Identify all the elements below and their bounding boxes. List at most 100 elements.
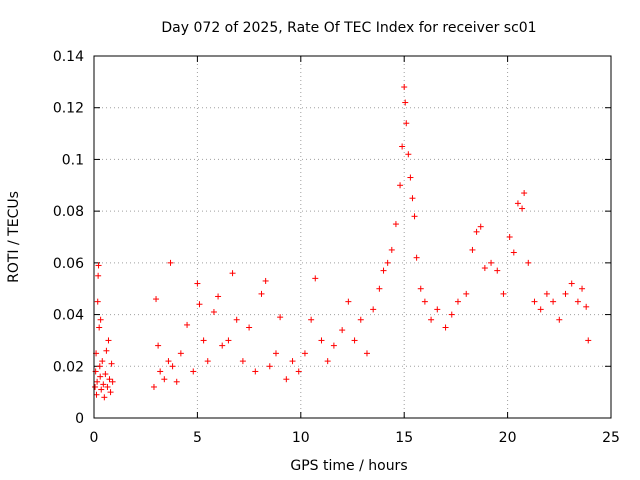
data-point xyxy=(200,337,207,344)
data-point xyxy=(421,298,428,305)
data-point xyxy=(477,223,484,230)
data-point xyxy=(330,342,337,349)
x-tick-label: 5 xyxy=(193,430,202,446)
data-point xyxy=(229,270,236,277)
data-point xyxy=(550,298,557,305)
x-tick-label: 10 xyxy=(292,430,310,446)
data-point xyxy=(184,321,191,328)
data-point xyxy=(97,316,104,323)
data-point xyxy=(167,259,174,266)
data-point xyxy=(94,298,101,305)
data-point xyxy=(519,205,526,212)
data-point xyxy=(463,290,470,297)
data-point xyxy=(376,285,383,292)
data-point xyxy=(204,358,211,365)
data-point xyxy=(402,99,409,106)
data-point xyxy=(258,290,265,297)
data-point xyxy=(537,306,544,313)
y-tick-label: 0.04 xyxy=(53,308,84,324)
data-point xyxy=(514,200,521,207)
data-point xyxy=(510,249,517,256)
data-point xyxy=(92,383,99,390)
data-point xyxy=(210,308,217,315)
data-point xyxy=(108,360,115,367)
data-point xyxy=(574,298,581,305)
data-point xyxy=(233,316,240,323)
data-point xyxy=(481,265,488,272)
data-point xyxy=(165,358,172,365)
tick-labels: 0 5 10 15 20 25 0 0.02 0.04 0.06 0.08 0.1 0.12 0.14 xyxy=(53,49,620,446)
data-point xyxy=(106,376,113,383)
data-point xyxy=(169,363,176,370)
data-point xyxy=(324,358,331,365)
data-point xyxy=(521,190,528,197)
data-point xyxy=(103,347,110,354)
data-point xyxy=(312,275,319,282)
chart-title: Day 072 of 2025, Rate Of TEC Index for r… xyxy=(161,20,536,36)
data-point xyxy=(225,337,232,344)
data-point xyxy=(266,363,273,370)
x-axis-label: GPS time / hours xyxy=(290,458,407,474)
data-point xyxy=(579,285,586,292)
data-point xyxy=(98,386,105,393)
data-point xyxy=(107,389,114,396)
data-point xyxy=(409,195,416,202)
data-point xyxy=(272,350,279,357)
data-point xyxy=(428,316,435,323)
data-point xyxy=(339,327,346,334)
data-point xyxy=(177,350,184,357)
data-point xyxy=(295,368,302,375)
data-point xyxy=(384,259,391,266)
data-point xyxy=(494,267,501,274)
data-point xyxy=(215,293,222,300)
x-tick-label: 0 xyxy=(90,430,99,446)
data-point xyxy=(525,259,532,266)
data-point xyxy=(100,381,107,388)
data-point xyxy=(239,358,246,365)
data-point xyxy=(583,303,590,310)
y-tick-label: 0.08 xyxy=(53,204,84,220)
data-point xyxy=(403,120,410,127)
data-point xyxy=(399,143,406,150)
data-point xyxy=(357,316,364,323)
data-point xyxy=(262,277,269,284)
data-point xyxy=(196,301,203,308)
grid-lines xyxy=(94,56,611,418)
y-tick-label: 0.1 xyxy=(62,152,84,168)
data-point xyxy=(488,259,495,266)
data-point xyxy=(543,290,550,297)
data-point xyxy=(473,228,480,235)
data-point xyxy=(105,337,112,344)
data-point xyxy=(318,337,325,344)
data-point xyxy=(153,296,160,303)
data-point xyxy=(370,306,377,313)
x-tick-label: 25 xyxy=(602,430,620,446)
data-point xyxy=(283,376,290,383)
data-point xyxy=(95,262,102,269)
data-point xyxy=(308,316,315,323)
y-tick-label: 0 xyxy=(75,411,84,427)
data-point xyxy=(161,376,168,383)
data-point xyxy=(556,316,563,323)
x-tick-label: 15 xyxy=(395,430,413,446)
data-point xyxy=(173,378,180,385)
data-point xyxy=(411,213,418,220)
y-tick-label: 0.06 xyxy=(53,256,84,272)
data-point xyxy=(531,298,538,305)
data-point xyxy=(568,280,575,287)
data-point xyxy=(392,221,399,228)
data-point xyxy=(246,324,253,331)
data-point xyxy=(109,378,116,385)
data-point xyxy=(585,337,592,344)
y-tick-label: 0.12 xyxy=(53,101,84,117)
data-point xyxy=(190,368,197,375)
data-point xyxy=(277,314,284,321)
data-point xyxy=(219,342,226,349)
data-point xyxy=(96,324,103,331)
data-point xyxy=(562,290,569,297)
data-point xyxy=(155,342,162,349)
y-tick-label: 0.14 xyxy=(53,49,84,65)
axis-ticks xyxy=(93,55,612,419)
data-point xyxy=(97,373,104,380)
